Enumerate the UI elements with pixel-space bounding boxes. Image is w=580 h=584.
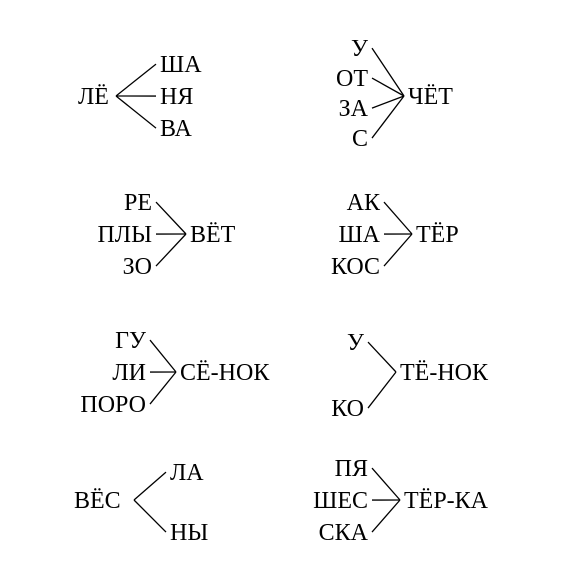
- connector-line: [368, 372, 396, 408]
- leaf-text: ВА: [160, 116, 192, 142]
- leaf-text: У: [351, 36, 368, 62]
- leaf-text: ПЛЫ: [97, 222, 152, 248]
- leaf-text: ЗА: [339, 96, 369, 122]
- hub-text: СЁ-НОК: [180, 360, 270, 386]
- syllable-diagram-grid: ЛЁ ША НЯ ВА ЧЁТ У ОТ ЗА С ВЁТ РЕ ПЛЫ ЗО ТЁР АК ША КОС СЁ-…: [0, 0, 580, 584]
- connector-line: [156, 234, 186, 266]
- hub-text: ТЁ-НОК: [400, 360, 489, 386]
- leaf-text: КО: [331, 396, 364, 422]
- diagram-d3: ВЁТ РЕ ПЛЫ ЗО: [97, 190, 235, 280]
- hub-text: ТЁР: [416, 222, 459, 248]
- hub-text: ВЁТ: [190, 222, 236, 248]
- hub-text: ТЁР-КА: [404, 488, 489, 514]
- connector-line: [372, 468, 400, 500]
- leaf-text: ЛИ: [112, 360, 146, 386]
- leaf-text: АК: [347, 190, 381, 216]
- diagram-d1: ЛЁ ША НЯ ВА: [78, 52, 202, 142]
- connector-line: [384, 234, 412, 266]
- leaf-text: СКА: [319, 520, 369, 546]
- connector-line: [156, 202, 186, 234]
- connector-line: [384, 202, 412, 234]
- leaf-text: КОС: [331, 254, 380, 280]
- connector-line: [372, 48, 404, 96]
- connector-line: [116, 64, 156, 96]
- diagram-d6: ТЁ-НОК У КО: [331, 330, 489, 422]
- leaf-text: ША: [160, 52, 202, 78]
- leaf-text: НЫ: [170, 520, 208, 546]
- diagram-d7: ВЁС ЛА НЫ: [74, 460, 208, 546]
- hub-text: ВЁС: [74, 488, 121, 514]
- leaf-text: ЗО: [123, 254, 152, 280]
- leaf-text: С: [352, 126, 368, 152]
- connector-line: [116, 96, 156, 128]
- connector-line: [134, 472, 166, 500]
- leaf-text: ПЯ: [335, 456, 368, 482]
- connector-line: [372, 78, 404, 96]
- diagram-d8: ТЁР-КА ПЯ ШЕС СКА: [313, 456, 489, 546]
- connector-line: [372, 500, 400, 532]
- leaf-text: У: [347, 330, 364, 356]
- leaf-text: ЛА: [170, 460, 204, 486]
- connector-line: [134, 500, 166, 532]
- diagram-d5: СЁ-НОК ГУ ЛИ ПОРО: [80, 328, 270, 418]
- leaf-text: ПОРО: [80, 392, 146, 418]
- leaf-text: ША: [338, 222, 380, 248]
- hub-text: ЛЁ: [78, 84, 109, 110]
- diagram-d2: ЧЁТ У ОТ ЗА С: [336, 36, 453, 152]
- hub-text: ЧЁТ: [408, 84, 453, 110]
- connector-line: [368, 342, 396, 372]
- leaf-text: ГУ: [115, 328, 146, 354]
- connector-line: [150, 340, 176, 372]
- leaf-text: ШЕС: [313, 488, 368, 514]
- connector-line: [150, 372, 176, 404]
- leaf-text: ОТ: [336, 66, 368, 92]
- leaf-text: НЯ: [160, 84, 193, 110]
- leaf-text: РЕ: [124, 190, 152, 216]
- diagram-d4: ТЁР АК ША КОС: [331, 190, 459, 280]
